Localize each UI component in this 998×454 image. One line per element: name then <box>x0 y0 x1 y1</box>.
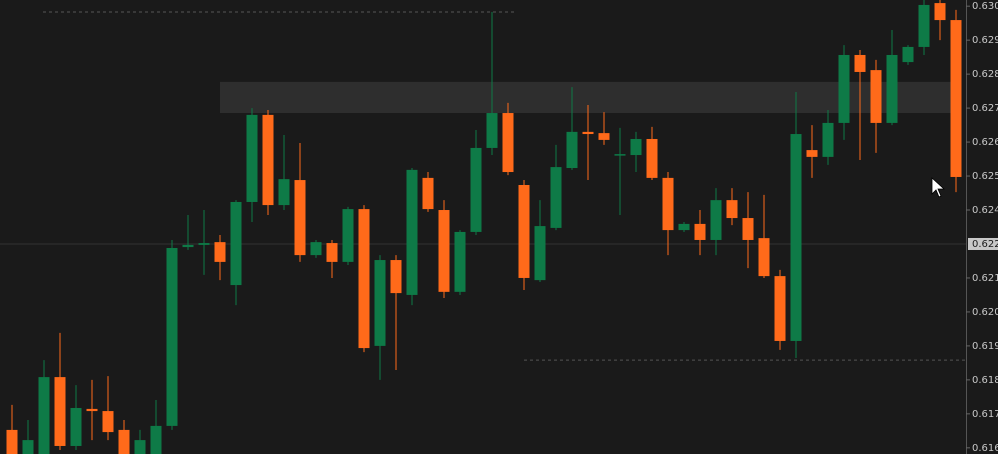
y-tick-label: 0.6196 <box>972 341 998 352</box>
candle-body <box>806 150 818 157</box>
candle-body <box>118 429 130 454</box>
candle-body <box>422 177 434 210</box>
candle-body <box>678 223 690 231</box>
candle-body <box>342 209 354 262</box>
candle-body <box>742 218 754 240</box>
candle-body <box>838 54 850 123</box>
candle-body <box>486 113 498 148</box>
candle-body <box>774 276 786 341</box>
y-tick-label: 0.6174 <box>972 409 998 420</box>
candle-body <box>198 243 210 245</box>
candle-body <box>454 231 466 292</box>
y-tick-label: 0.6295 <box>972 35 998 46</box>
candle-body <box>54 377 66 446</box>
candle-body <box>374 260 386 346</box>
candle-body <box>390 260 402 294</box>
candle-body <box>38 377 50 454</box>
candle-body <box>246 114 258 202</box>
candle-body <box>214 242 226 262</box>
candle-body <box>614 154 626 156</box>
candle-body <box>662 177 674 231</box>
candle-body <box>470 147 482 232</box>
y-tick-label: 0.6284 <box>972 69 998 80</box>
candle-body <box>550 167 562 228</box>
candle-body <box>326 243 338 262</box>
candle-body <box>566 131 578 169</box>
candle-body <box>694 223 706 240</box>
candle-body <box>150 425 162 454</box>
candle-body <box>182 244 194 248</box>
candle-body <box>598 133 610 140</box>
last-price-box <box>968 237 998 250</box>
last-price-label: 0.6229 <box>972 239 998 250</box>
y-tick-label: 0.6207 <box>972 307 998 318</box>
candle-body <box>310 242 322 256</box>
candle-body <box>534 226 546 281</box>
candle-body <box>646 138 658 178</box>
y-tick-label: 0.6218 <box>972 273 998 284</box>
candle-body <box>502 113 514 173</box>
y-tick-label: 0.6185 <box>972 375 998 386</box>
candle-body <box>790 134 802 341</box>
candle-body <box>166 248 178 426</box>
candle-body <box>870 70 882 123</box>
candle-body <box>294 180 306 256</box>
candle-body <box>758 238 770 277</box>
candle-body <box>86 408 98 412</box>
candle-body <box>358 209 370 349</box>
candle-body <box>582 131 594 135</box>
candle-body <box>726 200 738 219</box>
y-tick-label: 0.6273 <box>972 103 998 114</box>
candle-body <box>134 440 146 454</box>
candle-body <box>518 184 530 278</box>
y-tick-label: 0.6163 <box>972 443 998 454</box>
y-tick-label: 0.6251 <box>972 171 998 182</box>
candle-body <box>438 210 450 292</box>
candle-body <box>630 138 642 156</box>
candle-body <box>710 200 722 240</box>
candle-body <box>854 54 866 72</box>
mouse-cursor <box>931 177 946 198</box>
candle-body <box>70 407 82 446</box>
candle-body <box>406 169 418 295</box>
candle-body <box>262 114 274 206</box>
y-tick-label: 0.6306 <box>972 1 998 12</box>
candle-body <box>102 411 114 433</box>
candle-body <box>950 20 962 177</box>
candle-body <box>278 179 290 206</box>
y-tick-label: 0.624 <box>972 205 998 216</box>
candle-body <box>230 201 242 286</box>
candle-body <box>934 3 946 21</box>
candle-body <box>918 4 930 47</box>
candle-body <box>822 122 834 157</box>
candle-body <box>902 46 914 63</box>
candle-body <box>6 429 18 454</box>
candle-body <box>886 54 898 123</box>
candle-body <box>22 440 34 454</box>
y-tick-label: 0.6262 <box>972 137 998 148</box>
